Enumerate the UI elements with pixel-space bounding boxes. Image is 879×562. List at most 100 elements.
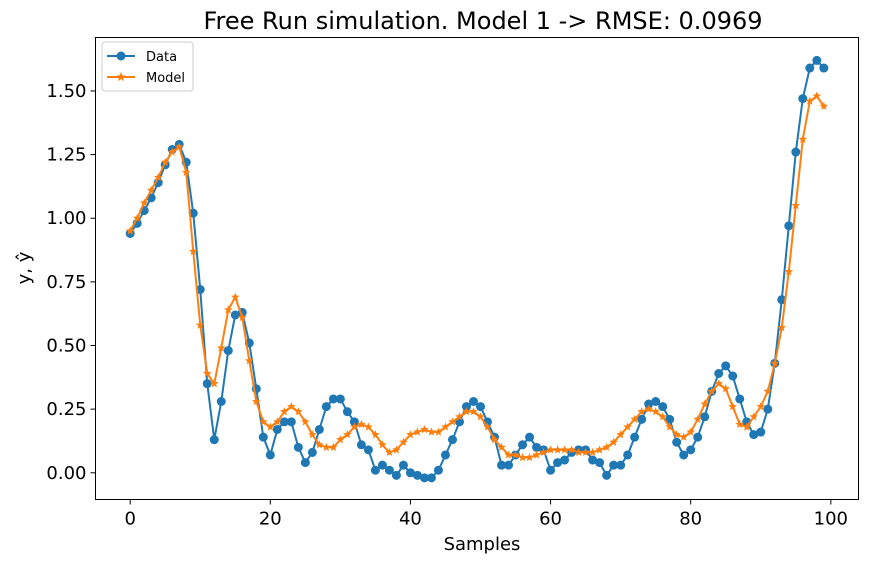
model-point bbox=[301, 417, 310, 426]
model-point bbox=[546, 445, 555, 454]
data-point bbox=[735, 394, 745, 404]
model-point bbox=[132, 213, 142, 222]
model-point bbox=[252, 397, 261, 406]
model-point bbox=[763, 386, 773, 395]
model-point bbox=[216, 343, 226, 352]
data-point bbox=[532, 442, 542, 452]
data-point bbox=[468, 397, 478, 406]
model-point bbox=[181, 167, 191, 177]
data-point bbox=[342, 407, 352, 417]
data-point bbox=[433, 465, 443, 475]
data-point bbox=[504, 460, 514, 470]
model-point bbox=[483, 422, 492, 431]
model-point bbox=[406, 430, 415, 439]
data-point bbox=[426, 473, 436, 483]
model-point bbox=[721, 384, 731, 393]
model-point bbox=[266, 422, 275, 431]
model-point bbox=[707, 386, 716, 395]
model-point bbox=[679, 432, 688, 441]
model-point bbox=[315, 440, 324, 449]
y-axis: 0.00 0.25 0.50 0.75 1.00 1.25 1.50 bbox=[46, 81, 96, 484]
data-point bbox=[440, 450, 450, 460]
model-point bbox=[231, 292, 240, 301]
data-point bbox=[798, 94, 808, 104]
data-point bbox=[412, 470, 422, 480]
data-point bbox=[728, 371, 738, 381]
data-point bbox=[560, 455, 570, 465]
model-point bbox=[581, 447, 590, 457]
model-point bbox=[476, 412, 485, 421]
x-tick-label: 80 bbox=[679, 509, 702, 530]
y-tick-label: 1.50 bbox=[46, 81, 86, 102]
data-point bbox=[335, 394, 345, 404]
data-point bbox=[791, 147, 801, 157]
data-point bbox=[749, 430, 759, 440]
data-point bbox=[602, 470, 612, 480]
model-point bbox=[427, 427, 436, 436]
y-tick-label: 0.00 bbox=[46, 463, 86, 484]
model-point bbox=[784, 267, 794, 276]
y-tick-label: 0.75 bbox=[46, 272, 86, 293]
data-point bbox=[672, 437, 682, 447]
data-point bbox=[700, 412, 710, 422]
data-point bbox=[279, 417, 289, 427]
data-point bbox=[461, 402, 471, 412]
y-tick-label: 0.50 bbox=[46, 336, 86, 357]
data-point bbox=[419, 473, 429, 483]
model-point bbox=[728, 402, 738, 411]
model-point bbox=[742, 422, 752, 431]
model-point bbox=[700, 399, 709, 408]
data-point bbox=[630, 432, 640, 442]
data-point bbox=[356, 440, 366, 450]
model-point bbox=[146, 185, 156, 194]
model-point bbox=[469, 407, 478, 416]
model-point bbox=[651, 407, 660, 416]
legend: Data Model bbox=[101, 41, 194, 92]
data-point bbox=[553, 458, 563, 468]
data-point bbox=[756, 427, 766, 437]
series-line-model bbox=[129, 95, 825, 459]
data-point bbox=[665, 414, 675, 424]
data-point bbox=[721, 361, 731, 371]
model-point bbox=[658, 412, 667, 421]
data-point bbox=[349, 417, 359, 427]
data-point bbox=[644, 399, 654, 409]
model-point bbox=[336, 435, 345, 444]
model-point bbox=[609, 437, 618, 446]
model-point bbox=[686, 427, 695, 436]
data-point bbox=[307, 447, 317, 457]
model-point bbox=[413, 427, 422, 436]
data-point bbox=[216, 397, 226, 406]
model-point bbox=[756, 402, 766, 411]
series-model bbox=[125, 91, 829, 462]
data-point bbox=[819, 63, 829, 73]
model-point bbox=[644, 404, 653, 413]
model-point bbox=[714, 379, 723, 388]
model-point bbox=[125, 226, 135, 235]
legend-marker-model bbox=[116, 72, 126, 82]
axes-frame bbox=[95, 37, 859, 500]
data-point bbox=[595, 458, 605, 468]
model-point bbox=[791, 201, 801, 210]
model-point bbox=[511, 450, 520, 459]
model-point bbox=[602, 442, 611, 451]
model-point bbox=[308, 430, 317, 439]
data-point bbox=[763, 404, 773, 414]
data-point bbox=[805, 63, 815, 73]
data-point bbox=[812, 55, 822, 65]
legend-label-data: Data bbox=[146, 50, 177, 65]
x-axis: 0 20 40 60 80 100 bbox=[124, 499, 848, 530]
y-tick-label: 1.25 bbox=[46, 145, 86, 166]
x-tick-label: 40 bbox=[399, 509, 422, 530]
model-point bbox=[539, 447, 548, 457]
x-tick-label: 100 bbox=[814, 509, 848, 530]
model-point bbox=[637, 407, 646, 416]
model-point bbox=[259, 417, 268, 426]
model-point bbox=[223, 305, 233, 314]
data-point bbox=[447, 435, 457, 445]
y-tick-label: 1.00 bbox=[46, 208, 86, 229]
model-point bbox=[532, 450, 541, 459]
model-point bbox=[294, 407, 303, 416]
model-point bbox=[819, 101, 829, 110]
